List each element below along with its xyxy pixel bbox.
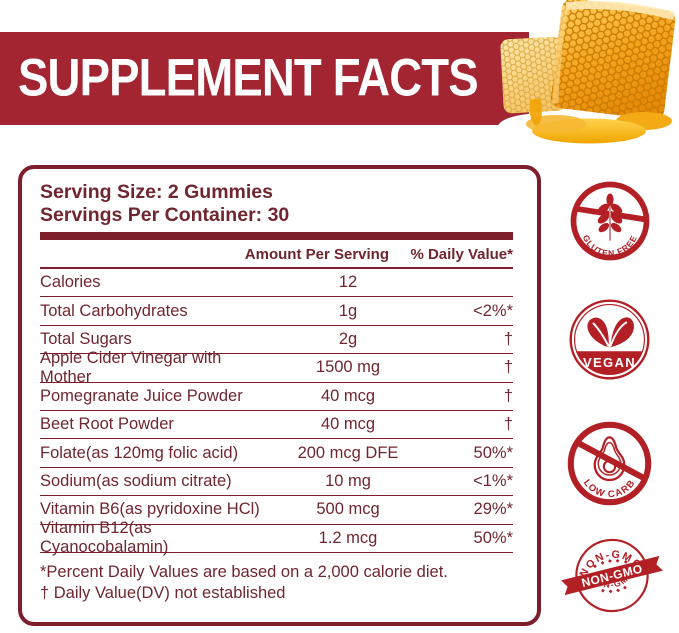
footnotes: *Percent Daily Values are based on a 2,0… xyxy=(40,562,513,605)
nutrient-amount: 200 mcg DFE xyxy=(297,443,399,462)
gluten-free-icon: GLUTEN FREE xyxy=(570,181,650,261)
table-row: Beet Root Powder 40 mcg † xyxy=(40,411,513,440)
table-row: Folate(as 120mg folic acid) 200 mcg DFE … xyxy=(40,439,513,468)
leaves-icon xyxy=(587,317,634,348)
nutrient-dv: † xyxy=(503,358,513,377)
vegan-icon: VEGAN xyxy=(569,299,650,380)
nutrient-name: Sodium(as sodium citrate) xyxy=(40,471,232,490)
table-row: Vitamin B6(as pyridoxine HCl) 500 mcg 29… xyxy=(40,496,513,525)
nutrient-name: Folate(as 120mg folic acid) xyxy=(40,443,239,462)
table-row: Pomegranate Juice Powder 40 mcg † xyxy=(40,383,513,411)
non-gmo-badge: NON-GMO NON-GMO xyxy=(556,531,668,620)
vegan-label: VEGAN xyxy=(583,355,636,370)
nutrient-name: Total Carbohydrates xyxy=(40,301,188,320)
nutrient-dv: <1%* xyxy=(473,471,513,490)
low-carb-badge: LOW CARB xyxy=(566,420,653,507)
nutrient-name: Vitamin B6(as pyridoxine HCl) xyxy=(40,500,260,519)
nutrient-amount: 1500 mg xyxy=(315,358,381,377)
footnote-dagger: † Daily Value(DV) not established xyxy=(40,584,286,603)
table-row: Calories 12 xyxy=(40,269,513,298)
nutrient-amount: 40 mcg xyxy=(320,386,376,405)
nutrient-dv: † xyxy=(503,329,513,348)
low-carb-icon: LOW CARB xyxy=(567,421,652,506)
nutrient-amount: 500 mcg xyxy=(316,500,380,519)
page-title: SUPPLEMENT FACTS xyxy=(18,47,479,107)
nutrient-amount: 1.2 mcg xyxy=(318,528,378,547)
gluten-free-badge: GLUTEN FREE xyxy=(569,180,651,262)
nutrient-dv: 50%* xyxy=(473,443,513,462)
footnote-daily-values: *Percent Daily Values are based on a 2,0… xyxy=(40,562,448,581)
table-header: Amount Per Serving % Daily Value* xyxy=(40,240,513,269)
table-row: Sodium(as sodium citrate) 10 mg <1%* xyxy=(40,468,513,497)
divider-bar xyxy=(40,232,513,240)
nutrient-amount: 2g xyxy=(338,329,358,348)
star-decorations xyxy=(593,558,628,594)
nutrient-amount: 10 mg xyxy=(325,471,371,490)
nutrient-dv: † xyxy=(503,386,513,405)
banner: SUPPLEMENT FACTS xyxy=(0,32,529,125)
table-row: Vitamin B12(as Cyanocobalamin) 1.2 mcg 5… xyxy=(40,519,513,556)
servings-per-container: Servings Per Container: 30 xyxy=(40,204,290,226)
wheat-icon xyxy=(597,193,623,241)
non-gmo-icon: NON-GMO NON-GMO xyxy=(561,538,663,613)
nutrient-dv: <2%* xyxy=(473,301,513,320)
nutrient-name: Vitamin B12(as Cyanocobalamin) xyxy=(40,519,169,557)
nutrient-dv: 50%* xyxy=(473,528,513,547)
nutrient-name: Beet Root Powder xyxy=(40,415,174,434)
serving-info: Serving Size: 2 Gummies Servings Per Con… xyxy=(40,181,513,227)
nutrient-amount: 12 xyxy=(338,273,358,292)
nutrient-name: Calories xyxy=(40,273,101,292)
honeycomb-image xyxy=(498,0,676,144)
nutrient-name: Apple Cider Vinegar with Mother xyxy=(40,348,222,386)
table-row: Apple Cider Vinegar with Mother 1500 mg … xyxy=(40,349,513,386)
nutrient-dv: † xyxy=(503,415,513,434)
supplement-facts-panel: Serving Size: 2 Gummies Servings Per Con… xyxy=(18,165,541,626)
nutrient-amount: 1g xyxy=(338,301,358,320)
nutrient-amount: 40 mcg xyxy=(320,415,376,434)
nutrient-name: Pomegranate Juice Powder xyxy=(40,386,243,405)
nutrient-dv: 29%* xyxy=(473,500,513,519)
column-daily-value: % Daily Value* xyxy=(410,246,513,263)
vegan-badge: VEGAN xyxy=(566,296,653,383)
serving-size: Serving Size: 2 Gummies xyxy=(40,181,274,203)
table-row: Total Sugars 2g † xyxy=(40,326,513,355)
column-amount-per-serving: Amount Per Serving xyxy=(244,246,389,263)
nutrient-name: Total Sugars xyxy=(40,329,132,348)
table-row: Total Carbohydrates 1g <2%* xyxy=(40,297,513,326)
